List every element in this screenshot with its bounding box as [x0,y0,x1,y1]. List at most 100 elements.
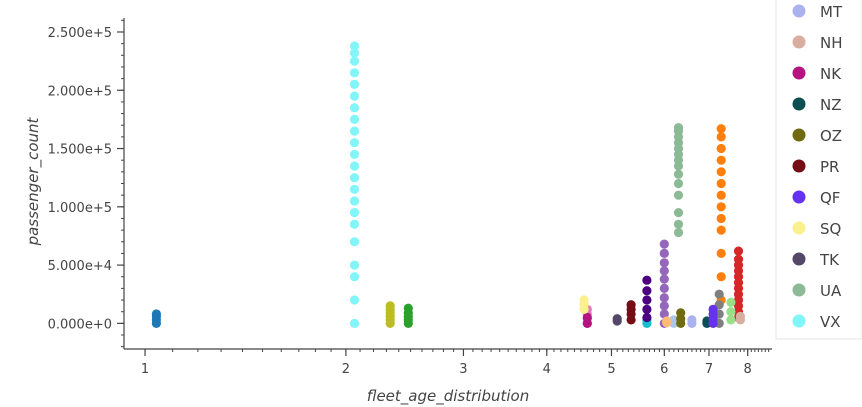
data-point [151,309,161,319]
y-tick-label: 1.000e+5 [48,201,112,216]
y-axis: 0.000e+0 5.000e+4 1.000e+5 1.500e+5 2.000e+5… [48,18,125,349]
data-point [673,227,684,238]
data-point [349,208,360,218]
data-point [349,184,360,194]
x-tick-label: 6 [660,362,668,377]
legend-marker [792,128,806,142]
legend-label: NZ [820,96,842,114]
data-point [716,225,726,235]
data-point [349,318,360,328]
x-axis: 1 2 3 4 5 6 7 8 [124,348,772,377]
data-point [349,79,360,89]
legend-marker [792,252,806,266]
data-point [673,169,684,179]
legend-label: PR [820,158,839,176]
data-point [716,167,726,177]
legend-marker [792,314,806,328]
legend-marker [792,97,806,111]
data-point [612,314,622,324]
data-point [349,138,360,148]
legend-marker [792,35,806,49]
data-point [716,143,726,154]
data-point [726,315,736,325]
data-point [716,272,726,282]
data-point [349,219,360,229]
y-tick-label: 2.000e+5 [48,84,112,99]
legend-label: MT [820,3,843,21]
data-point [642,275,652,285]
data-point [349,48,360,58]
data-point [626,300,636,310]
data-point [673,219,684,229]
data-point [349,149,360,159]
data-point [349,161,360,171]
legend-label: QF [820,189,840,207]
data-point [349,126,360,136]
data-point [385,301,395,311]
y-tick-label: 1.500e+5 [48,143,112,158]
data-point [659,248,669,258]
data-point [676,308,686,318]
data-point [349,68,360,78]
data-point [662,316,672,326]
legend-marker [792,4,806,18]
data-point [716,178,726,189]
x-tick-label: 5 [607,362,615,377]
data-point [349,103,360,113]
data-point [716,132,726,142]
data-point [673,123,684,133]
data-point [349,196,360,206]
data-point [733,246,744,256]
data-point [642,312,652,323]
legend-label: SQ [820,220,841,238]
legend-label: OZ [820,127,842,145]
data-point [726,297,736,307]
plot-area [151,41,746,328]
data-point [642,304,652,314]
x-tick-label: 8 [744,362,752,377]
data-point [735,311,746,321]
data-point [659,266,669,276]
data-point [349,41,360,51]
legend-marker [792,66,806,80]
y-tick-label: 5.000e+4 [48,259,112,274]
data-point [716,190,726,200]
data-point [716,124,726,134]
data-point [687,315,697,325]
data-point [673,178,684,189]
data-point [349,295,360,305]
data-point [349,56,360,66]
legend-label: NK [820,65,842,83]
data-point [349,272,360,282]
data-point [349,260,360,270]
data-point [349,91,360,101]
x-axis-title: fleet_age_distribution [367,387,529,406]
data-point [582,312,592,323]
data-point [349,173,360,183]
legend-label: UA [820,282,842,300]
data-point [642,295,652,305]
data-point [673,190,684,200]
data-point [708,304,718,314]
legend-marker [792,159,806,173]
data-point [403,303,413,313]
y-axis-title: passenger_count [24,116,43,246]
legend-marker [792,221,806,235]
data-point [716,213,726,224]
y-tick-label: 0.000e+0 [48,317,112,332]
legend-label: NH [820,34,843,52]
legend-label: TK [819,251,840,269]
legend-label: VX [820,313,841,331]
data-point [659,309,669,319]
data-point [659,274,669,284]
data-point [659,283,669,293]
data-point [579,295,589,305]
data-point [659,258,669,268]
data-point [716,248,726,258]
data-point [733,254,744,264]
data-point [716,202,726,212]
data-point [349,237,360,247]
x-tick-label: 1 [141,362,149,377]
legend-marker [792,190,806,204]
data-point [349,114,360,124]
